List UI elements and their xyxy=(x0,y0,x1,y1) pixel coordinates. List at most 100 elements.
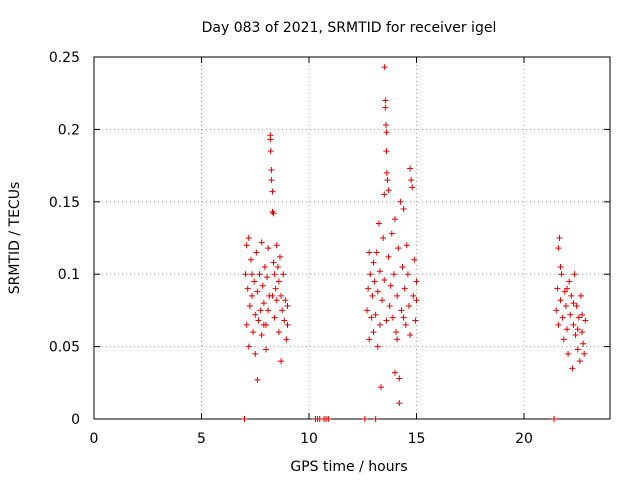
data-point xyxy=(410,292,417,299)
data-point xyxy=(383,169,390,176)
data-point xyxy=(260,300,267,307)
data-point xyxy=(372,416,379,422)
data-point xyxy=(392,216,398,223)
data-point xyxy=(555,321,562,328)
data-point xyxy=(247,256,254,263)
data-point xyxy=(413,297,420,304)
data-point xyxy=(256,271,263,278)
data-point xyxy=(405,303,412,310)
data-point xyxy=(573,303,580,310)
data-point xyxy=(259,282,266,289)
data-point xyxy=(242,271,249,278)
data-point xyxy=(271,314,278,321)
data-point xyxy=(398,307,405,314)
data-point xyxy=(393,329,400,336)
data-point xyxy=(249,292,256,299)
data-point xyxy=(273,242,280,249)
data-point xyxy=(560,336,567,343)
data-point xyxy=(368,314,375,321)
data-point xyxy=(392,369,398,376)
data-point xyxy=(365,285,372,292)
data-point xyxy=(284,303,291,310)
data-point xyxy=(557,297,564,304)
y-tick-label: 0.2 xyxy=(58,122,80,138)
data-point xyxy=(379,297,386,304)
data-point xyxy=(554,285,561,292)
data-point xyxy=(394,292,401,299)
data-point xyxy=(575,314,582,321)
data-point xyxy=(385,253,392,260)
data-point xyxy=(551,416,558,422)
data-point xyxy=(258,239,265,246)
data-point xyxy=(564,285,570,292)
data-point xyxy=(250,329,257,336)
data-point xyxy=(325,416,332,422)
data-point xyxy=(273,297,280,304)
data-point xyxy=(381,64,388,71)
data-point xyxy=(258,332,265,339)
data-point xyxy=(400,314,407,321)
data-point xyxy=(284,321,291,328)
data-point xyxy=(276,253,283,260)
data-point xyxy=(397,198,404,205)
data-point xyxy=(264,274,271,281)
data-point xyxy=(562,303,569,310)
y-tick-label: 0.25 xyxy=(49,50,80,66)
data-point xyxy=(403,242,410,249)
data-point xyxy=(384,177,391,184)
data-point xyxy=(564,326,570,333)
x-tick-label: 10 xyxy=(300,431,318,447)
plot-frame xyxy=(93,56,611,420)
data-point xyxy=(412,317,419,324)
data-point xyxy=(558,271,565,278)
data-point xyxy=(383,129,390,136)
data-point xyxy=(387,282,394,289)
data-point xyxy=(367,271,374,278)
data-point xyxy=(268,166,275,173)
data-point xyxy=(394,336,401,343)
data-point xyxy=(570,300,577,307)
data-point xyxy=(566,278,573,285)
data-point xyxy=(565,350,572,357)
y-tick-label: 0.05 xyxy=(49,340,80,356)
data-point xyxy=(382,122,389,129)
data-point xyxy=(388,230,395,237)
data-point xyxy=(574,346,581,353)
data-points xyxy=(241,64,589,422)
data-point xyxy=(400,206,407,213)
data-point xyxy=(555,245,562,252)
data-point xyxy=(254,376,261,383)
data-point xyxy=(568,292,575,299)
data-point xyxy=(381,276,388,283)
data-point xyxy=(383,317,390,324)
data-point xyxy=(254,288,261,295)
data-point xyxy=(390,271,397,278)
axis-ticks xyxy=(93,56,610,420)
data-point xyxy=(245,343,252,350)
data-point xyxy=(382,97,389,104)
data-point xyxy=(580,340,587,347)
data-point xyxy=(275,329,282,336)
data-point xyxy=(376,321,383,328)
data-point xyxy=(265,245,272,252)
data-point xyxy=(373,249,380,256)
data-point xyxy=(572,332,579,339)
data-point xyxy=(370,259,377,266)
data-point xyxy=(246,303,253,310)
data-point xyxy=(374,288,381,295)
data-point xyxy=(569,365,576,372)
data-point xyxy=(579,329,586,336)
data-point xyxy=(272,285,279,292)
data-point xyxy=(404,271,411,278)
data-point xyxy=(274,263,281,270)
x-tick-labels: 0 5 10 15 20 xyxy=(90,431,533,447)
x-tick-label: 15 xyxy=(408,431,426,447)
data-point xyxy=(361,416,368,422)
data-point xyxy=(389,314,396,321)
grid-lines xyxy=(94,57,610,419)
y-axis-title: SRMTID / TECUs xyxy=(7,182,23,295)
x-tick-label: 20 xyxy=(515,431,533,447)
data-point xyxy=(402,321,409,328)
y-tick-label: 0.15 xyxy=(49,195,80,211)
data-point xyxy=(579,311,586,318)
